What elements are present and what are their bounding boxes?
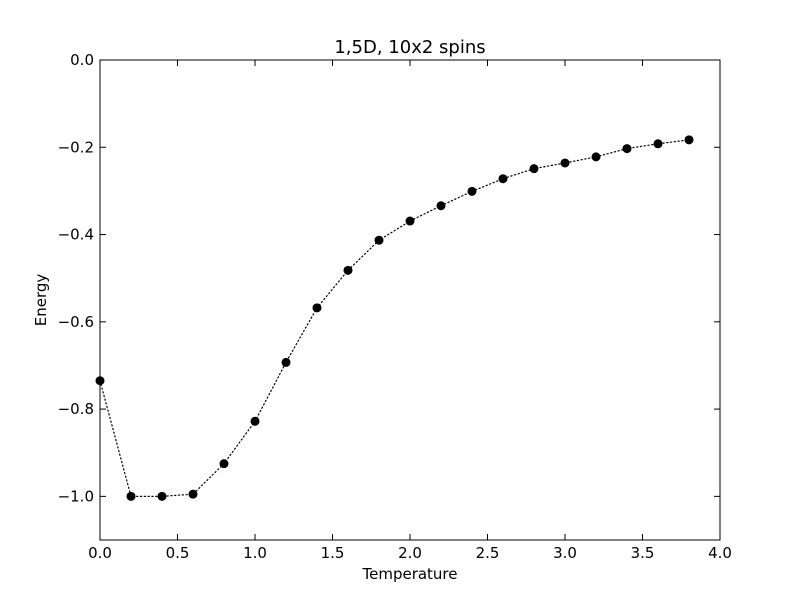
data-point	[529, 164, 539, 174]
y-tick-label: −0.4	[58, 226, 94, 244]
tick-layer: 0.0 0.5 1.0 1.5 2.0 2.5 3.0 3.5 4.0 0.0 −0.2 −0.4 −0…	[58, 51, 732, 562]
series-layer	[95, 135, 694, 501]
data-point	[343, 265, 353, 275]
data-point	[436, 201, 446, 211]
data-point	[312, 303, 322, 313]
chart-title: 1,5D, 10x2 spins	[334, 37, 485, 58]
data-point	[622, 144, 632, 154]
plot-frame	[99, 59, 721, 541]
data-point	[405, 216, 415, 226]
x-tick-label: 2.5	[476, 544, 500, 562]
x-tick-label: 1.0	[243, 544, 267, 562]
y-tick-label: 0.0	[70, 51, 94, 69]
x-tick-label: 1.5	[321, 544, 345, 562]
data-point	[281, 357, 291, 367]
y-tick-label: −0.2	[58, 138, 94, 156]
data-point	[250, 416, 260, 426]
data-point	[591, 152, 601, 162]
data-point	[560, 158, 570, 168]
data-point	[188, 489, 198, 499]
series-line	[99, 139, 690, 497]
y-tick-label: −0.8	[58, 400, 94, 418]
x-tick-label: 0.0	[88, 544, 112, 562]
x-tick-label: 3.5	[631, 544, 655, 562]
data-point	[653, 139, 663, 149]
data-point	[684, 135, 694, 145]
data-point	[374, 235, 384, 245]
x-tick-label: 2.0	[398, 544, 422, 562]
data-point	[126, 491, 136, 501]
data-point	[467, 186, 477, 196]
plot-area	[100, 60, 720, 540]
data-point	[498, 174, 508, 184]
y-axis-label: Energy	[32, 274, 50, 327]
x-axis-label: Temperature	[361, 565, 457, 583]
data-point	[219, 459, 229, 469]
y-tick-label: −1.0	[58, 487, 94, 505]
data-point	[157, 491, 167, 501]
x-tick-label: 4.0	[708, 544, 732, 562]
x-tick-label: 3.0	[553, 544, 577, 562]
x-tick-label: 0.5	[166, 544, 190, 562]
y-tick-label: −0.6	[58, 313, 94, 331]
